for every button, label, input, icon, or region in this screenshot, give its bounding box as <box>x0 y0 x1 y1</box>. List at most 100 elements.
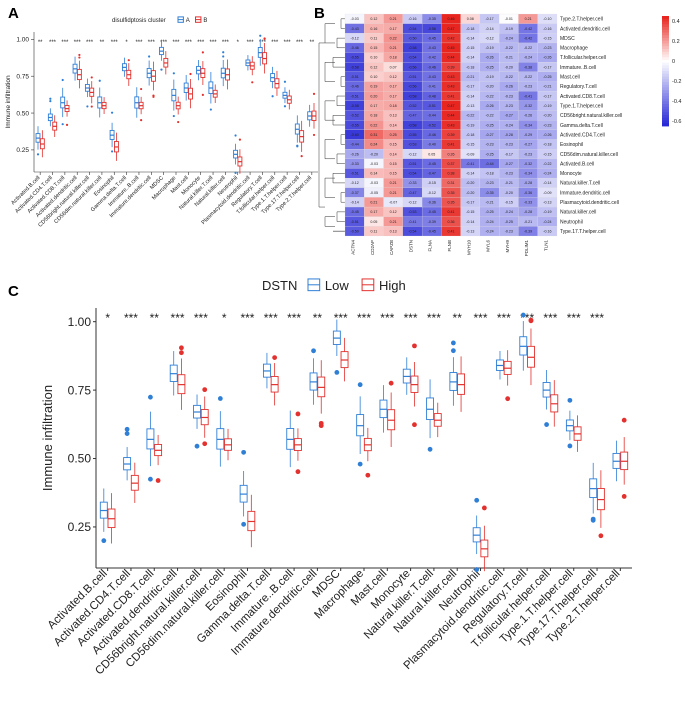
box-b <box>138 87 144 122</box>
box-b <box>39 130 45 158</box>
heat-cell-value: -0.22 <box>485 114 493 118</box>
heat-cell-value: -0.21 <box>485 201 493 205</box>
heat-row-label: Activated.CD8.T.cell <box>560 94 605 100</box>
box-low <box>519 312 528 371</box>
heat-cell-value: -0.20 <box>466 191 474 195</box>
colorbar-tick-label: -0.2 <box>672 79 681 85</box>
heat-cell-value: -0.53 <box>408 210 416 214</box>
heat-cell-value: 0.24 <box>370 143 377 147</box>
heat-cell-value: -0.15 <box>543 36 551 40</box>
significance-label: *** <box>296 40 304 46</box>
heat-cell-value: 0.08 <box>467 17 474 21</box>
heat-cell-value: 0.21 <box>390 181 397 185</box>
box-low <box>496 350 504 380</box>
outlier-point <box>202 387 208 393</box>
heat-cell-value: 0.15 <box>390 172 397 176</box>
box-high <box>410 343 419 428</box>
heat-row-plasmacytoid-dendritic-cell: -0.14 0.21 -0.07 -0.12 -0.36 0.35 -0.17 -0.21 -0… <box>344 197 619 208</box>
heat-cell-value: -0.23 <box>505 143 513 147</box>
box-a <box>245 55 251 71</box>
heat-cell-value: -0.47 <box>408 191 416 195</box>
outlier-point <box>263 37 266 41</box>
box-high <box>573 415 582 452</box>
box-high <box>433 402 442 438</box>
heat-col-label-capzb: CAPZB <box>389 240 394 255</box>
box-high <box>224 428 232 461</box>
box-a <box>307 104 313 127</box>
category-immature-b-cell: ***Immature..B.cell <box>229 311 302 635</box>
outlier-point <box>334 370 340 375</box>
heat-row-label: Immature..B.cell <box>560 65 596 71</box>
legend-title: disulfidptosis cluster <box>112 18 166 24</box>
heat-cell-value: -0.52 <box>408 104 416 108</box>
heat-cell-value: -0.25 <box>485 123 493 127</box>
heat-row-label: Type.2.T.helper.cell <box>560 17 603 23</box>
heat-cell-value: -0.42 <box>524 36 532 40</box>
heat-cell-value: -0.20 <box>485 85 493 89</box>
box-low <box>379 385 388 433</box>
heat-row-label: Neutrophil <box>560 219 583 225</box>
colorbar-segment <box>662 117 669 121</box>
legend-label-low: Low <box>325 278 349 293</box>
box-a <box>97 79 103 118</box>
heat-cell-value: -0.14 <box>466 220 474 224</box>
heat-cell-value: -0.16 <box>543 27 551 31</box>
outlier-point <box>61 78 64 82</box>
significance-label: *** <box>284 40 292 46</box>
outlier-point <box>124 431 130 437</box>
heat-cell-value: -0.28 <box>505 133 513 137</box>
heat-cell-value: -0.01 <box>505 17 513 21</box>
box-low <box>356 382 365 467</box>
heat-cell-value: -0.44 <box>351 143 359 147</box>
heat-cell-value: -0.41 <box>524 94 532 98</box>
outlier-point <box>160 68 163 71</box>
heat-cell-value: -0.12 <box>485 36 493 40</box>
colorbar-segment <box>662 21 669 25</box>
colorbar-segment <box>662 49 669 53</box>
outlier-point <box>179 345 184 351</box>
dendrogram-branch <box>340 18 345 29</box>
colorbar-segment <box>662 76 669 80</box>
box-b <box>151 61 156 98</box>
heat-row-natural-killer-cell: -0.45 0.17 0.12 -0.53 -0.45 0.41 -0.15 -0.25 -0.… <box>344 206 596 217</box>
heat-cell-value: -0.20 <box>505 65 513 69</box>
heat-cell-value: 0.18 <box>390 56 397 60</box>
heat-row-label: Type.17.T.helper.cell <box>560 229 606 235</box>
colorbar-segment <box>662 38 669 42</box>
heat-cell-value: -0.21 <box>524 220 532 224</box>
heat-row-label: CD56bright.natural.killer.cell <box>560 113 622 119</box>
colorbar-segment <box>662 73 669 77</box>
box-high <box>503 350 512 402</box>
panel-c-letter: C <box>8 283 19 300</box>
heat-cell-value: -0.51 <box>351 94 359 98</box>
heat-row-label: Regulatory.T.cell <box>560 84 597 90</box>
heat-cell-value: 0.05 <box>428 152 435 156</box>
heat-cell-value: -0.26 <box>524 114 532 118</box>
heat-cell-value: 0.39 <box>448 133 455 137</box>
dendrogram-branch <box>324 216 335 227</box>
category-natural-killer-cell: ***Natural.killer.cell <box>194 40 230 208</box>
heat-cell-value: -0.41 <box>428 85 436 89</box>
heat-cell-value: -0.55 <box>351 56 359 60</box>
heat-cell-value: -0.18 <box>466 133 474 137</box>
heat-cell-value: -0.52 <box>351 114 359 118</box>
box-high <box>363 427 372 478</box>
box-b <box>225 59 230 90</box>
heat-cell-value: -0.20 <box>466 181 474 185</box>
heat-cell-value: -0.45 <box>428 229 436 233</box>
heat-cell-value: -0.47 <box>428 172 436 176</box>
category-natural-killer-cell: **Natural.killer.cell <box>392 311 466 635</box>
heat-cell-value: -0.17 <box>543 65 551 69</box>
heat-cell-value: -0.27 <box>505 114 513 118</box>
outlier-point <box>189 72 192 76</box>
outlier-point <box>357 382 363 388</box>
box-low <box>99 488 108 544</box>
significance-label: *** <box>197 40 205 46</box>
box-b <box>237 138 243 174</box>
heat-cell-value: -0.26 <box>505 85 513 89</box>
significance-label: * <box>222 311 227 325</box>
heat-col-label-dstn: DSTN <box>408 240 413 252</box>
significance-label: *** <box>111 40 119 46</box>
outlier-point <box>295 469 301 475</box>
heat-cell-value: -0.24 <box>543 172 551 176</box>
